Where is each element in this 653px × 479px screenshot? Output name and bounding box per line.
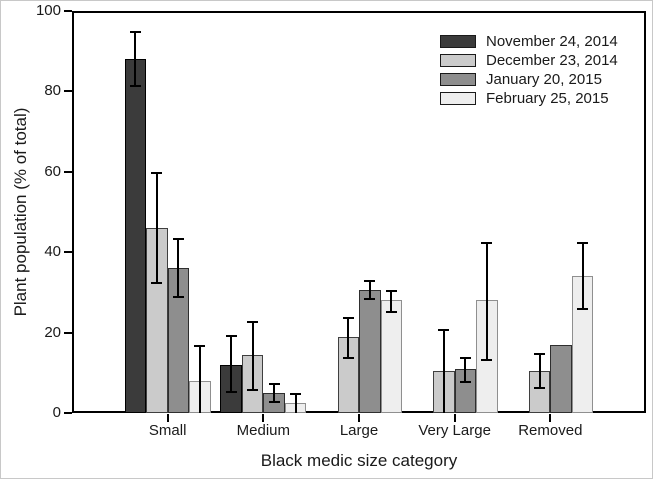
error-bar-line [294,392,297,413]
error-bar-cap-top [534,352,546,355]
error-bar-cap-top [194,344,206,347]
error-bar-cap-top [129,31,141,34]
x-tick-mark [549,414,552,422]
x-axis-title: Black medic size category [260,451,458,470]
x-tick-mark [453,414,456,422]
legend-label: January 20, 2015 [486,70,602,88]
error-bar-cap-top [385,290,397,293]
error-bar-cap-bottom [481,358,493,361]
error-bar-cap-top [481,242,493,245]
y-tick-label: 40 [44,243,61,261]
y-tick-mark [64,251,72,254]
x-tick-label: Small [148,422,187,439]
error-bar-line [347,316,350,359]
y-axis-title: Plant population (% of total) [11,107,30,317]
error-bar-line [581,242,584,311]
error-bar-cap-bottom [225,390,237,393]
y-tick-mark [64,412,72,414]
error-bar-line [273,382,276,403]
error-bar-cap-bottom [385,310,397,313]
error-bar-line [134,31,137,88]
error-bar-cap-top [459,356,471,359]
error-bar-line [538,352,541,389]
bar [359,290,381,413]
y-tick-label: 100 [35,2,61,19]
legend-item: January 20, 2015 [440,70,618,88]
x-tick-label: Very Large [418,422,491,439]
error-bar-cap-top [172,238,184,241]
error-bar-cap-bottom [459,380,471,383]
y-tick-mark [64,331,72,334]
error-bar-cap-top [151,171,163,174]
error-bar-line [155,171,158,285]
error-bar-cap-top [247,320,259,323]
error-bar-line [230,334,233,393]
legend-label: November 24, 2014 [486,32,618,50]
x-tick-label: Removed [518,422,583,439]
legend-swatch [440,72,476,86]
error-bar-cap-bottom [129,85,141,88]
legend-item: November 24, 2014 [440,32,618,50]
error-bar-cap-bottom [247,388,259,391]
error-bar-cap-top [577,242,589,245]
legend-label: February 25, 2015 [486,89,609,107]
x-tick-mark [166,414,169,422]
x-tick-label: Medium [236,422,290,439]
y-tick-label: 0 [52,404,61,421]
error-bar-cap-bottom [172,296,184,299]
legend-swatch [440,34,476,48]
error-bar-cap-top [364,280,376,283]
error-bar-line [251,320,254,391]
error-bar-line [177,238,180,299]
plot-area [72,11,646,413]
legend-swatch [440,53,476,67]
error-bar-cap-bottom [268,400,280,403]
y-tick-label: 20 [44,323,61,341]
x-tick-mark [262,414,265,422]
y-tick-label: 80 [44,82,61,100]
legend-item: December 23, 2014 [440,51,618,69]
error-bar-line [390,290,393,313]
y-tick-mark [64,170,72,173]
bar [550,344,572,413]
legend: November 24, 2014 December 23, 2014 Januar… [440,32,618,110]
x-tick-label: Large [339,422,379,439]
error-bar-cap-top [290,392,302,395]
error-bar-cap-bottom [151,282,163,285]
error-bar-cap-top [438,328,450,331]
error-bar-cap-bottom [577,308,589,311]
x-tick-mark [358,414,360,422]
error-bar-cap-bottom [364,298,376,301]
error-bar-line [368,280,371,301]
y-tick-mark [64,10,72,12]
y-tick-label: 60 [44,162,61,180]
bar [380,300,402,413]
legend-label: December 23, 2014 [486,51,618,69]
error-bar-line [485,242,488,361]
legend-swatch [440,91,476,105]
legend-item: February 25, 2015 [440,89,618,107]
error-bar-line [198,344,201,413]
error-bar-cap-bottom [534,386,546,389]
y-tick-mark [64,90,72,93]
error-bar-cap-top [342,316,354,319]
error-bar-line [464,356,467,383]
error-bar-line [442,328,445,413]
bar [124,59,147,413]
error-bar-cap-top [225,334,237,337]
error-bar-cap-bottom [342,356,354,359]
error-bar-cap-top [268,382,280,385]
